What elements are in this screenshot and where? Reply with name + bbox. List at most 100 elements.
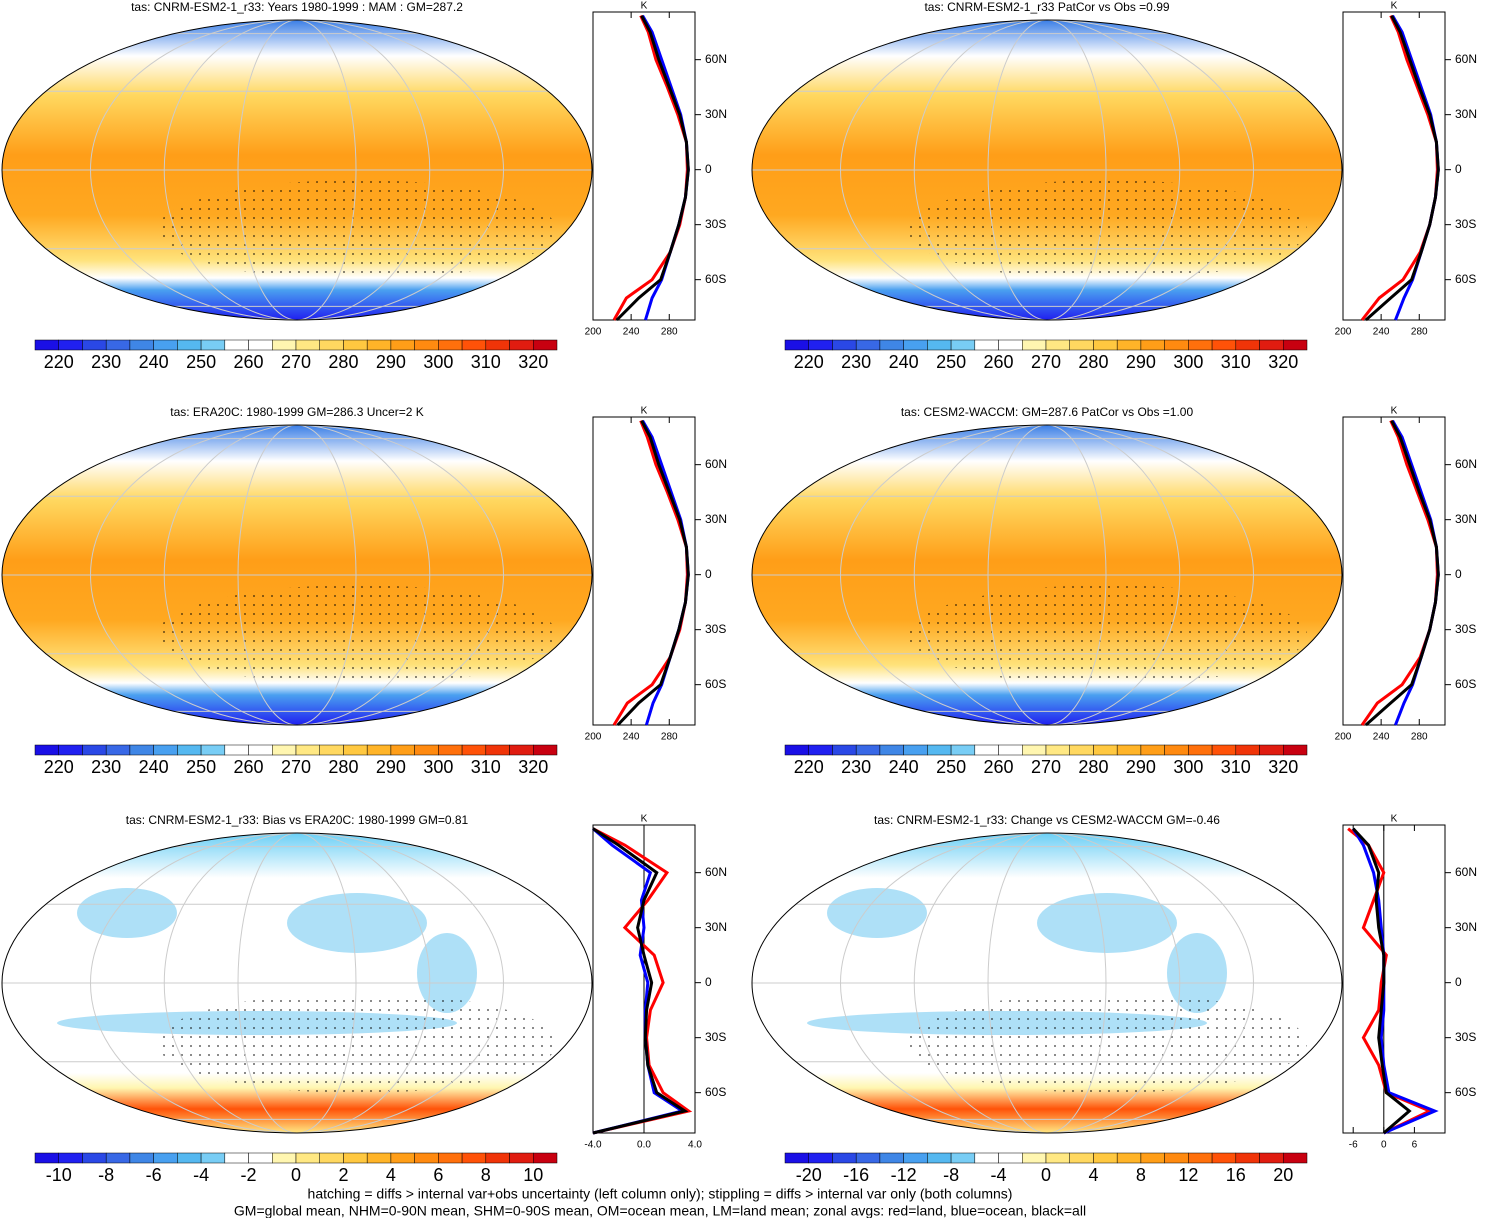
profile-line [1391, 419, 1440, 726]
colorbar-box [903, 339, 928, 351]
colorbar-box [1140, 1152, 1165, 1164]
colorbar-label: 310 [1221, 352, 1251, 372]
colorbar-box [200, 339, 226, 351]
y-tick-label: 60N [1455, 457, 1477, 471]
profile-line [1360, 15, 1439, 321]
x-tick-label: 280 [661, 732, 678, 743]
colorbar-label: 250 [186, 757, 216, 777]
colorbar-box [808, 339, 833, 351]
colorbar-box [414, 339, 439, 351]
colorbar-box [58, 1152, 83, 1164]
x-tick-label: 280 [1411, 732, 1428, 743]
panel-title: tas: CNRM-ESM2-1_r33 PatCor vs Obs =0.99 [924, 0, 1169, 14]
y-tick-label: 60N [705, 865, 727, 879]
y-tick-label: 60N [705, 457, 727, 471]
colorbar-label: 220 [794, 352, 824, 372]
profile-line [1352, 827, 1412, 1135]
x-tick-label: 6 [1412, 1140, 1418, 1151]
colorbar-box [129, 1152, 154, 1164]
colorbar-box [153, 744, 178, 756]
panel: tas: CNRM-ESM2-1_r33: Change vs CESM2-WA… [751, 813, 1477, 1185]
y-tick-label: 60S [705, 677, 726, 691]
y-tick-label: 30S [705, 1030, 726, 1044]
colorbar-label: 310 [471, 352, 501, 372]
colorbar-box [438, 1152, 463, 1164]
colorbar-box [248, 744, 273, 756]
y-tick-label: 30S [1455, 1030, 1476, 1044]
y-tick-label: 30N [1455, 920, 1477, 934]
colorbar-label: 300 [423, 352, 453, 372]
map-anomaly [287, 893, 427, 953]
y-tick-label: 30S [1455, 217, 1476, 231]
colorbar-label: 250 [936, 757, 966, 777]
colorbar-box [1069, 1152, 1094, 1164]
x-tick-label: 200 [585, 732, 602, 743]
x-tick-label: 200 [1335, 732, 1352, 743]
colorbar-box [129, 339, 154, 351]
profile-unit: K [641, 1, 648, 12]
colorbar-label: 280 [328, 352, 358, 372]
colorbar-box [414, 1152, 439, 1164]
panel-title: tas: ERA20C: 1980-1999 GM=286.3 Uncer=2 … [170, 405, 423, 419]
colorbar-box [82, 1152, 107, 1164]
profile-unit: K [1391, 814, 1398, 825]
y-tick-label: 30N [705, 107, 727, 121]
colorbar-label: 250 [936, 352, 966, 372]
colorbar-box [390, 339, 415, 351]
map-anomaly [827, 888, 927, 938]
colorbar-box [927, 1152, 952, 1164]
profile-frame [1342, 416, 1446, 726]
colorbar-label: 240 [139, 757, 169, 777]
colorbar-box [272, 744, 297, 756]
colorbar-label: 270 [1031, 352, 1061, 372]
colorbar-label: 270 [1031, 757, 1061, 777]
colorbar-label: 290 [376, 757, 406, 777]
map-outline [1, 19, 593, 321]
colorbar-box [414, 744, 439, 756]
y-tick-label: 30N [1455, 512, 1477, 526]
map-stipple [157, 993, 557, 1093]
colorbar-label: 240 [889, 352, 919, 372]
colorbar-box [34, 744, 59, 756]
colorbar-box [1116, 744, 1142, 756]
colorbar-box [903, 1152, 928, 1164]
profile-line [1364, 14, 1440, 322]
colorbar-box [1045, 339, 1070, 351]
colorbar-box [295, 744, 320, 756]
colorbar-box [533, 1152, 558, 1164]
y-tick-label: 30S [705, 622, 726, 636]
colorbar-label: -8 [98, 1165, 114, 1185]
colorbar-box [224, 339, 249, 351]
colorbar-label: 320 [1268, 352, 1298, 372]
x-tick-label: 280 [1411, 327, 1428, 338]
colorbar-box [1093, 1152, 1118, 1164]
y-tick-label: 30S [705, 217, 726, 231]
x-tick-label: 200 [585, 327, 602, 338]
colorbar-box [1069, 744, 1094, 756]
colorbar-box [319, 339, 344, 351]
colorbar-box [1022, 339, 1047, 351]
colorbar-box [533, 744, 558, 756]
colorbar-box [82, 744, 107, 756]
colorbar-label: 4 [1088, 1165, 1098, 1185]
colorbar-box [1116, 339, 1142, 351]
colorbar-box [319, 744, 344, 756]
colorbar-box [1235, 1152, 1260, 1164]
profile-line [612, 420, 689, 726]
colorbar-box [1283, 1152, 1308, 1164]
map-outline [751, 424, 1343, 726]
colorbar-label: 300 [423, 757, 453, 777]
colorbar-box [390, 744, 415, 756]
y-tick-label: 0 [1455, 567, 1462, 581]
colorbar-label: 220 [44, 352, 74, 372]
colorbar-box [105, 339, 131, 351]
colorbar-box [129, 744, 154, 756]
map-anomaly [1167, 933, 1227, 1013]
colorbar-label: 230 [841, 757, 871, 777]
x-tick-label: 4.0 [688, 1140, 702, 1151]
y-tick-label: 30S [1455, 622, 1476, 636]
panel: tas: CNRM-ESM2-1_r33: Years 1980-1999 : … [1, 0, 727, 372]
colorbar-label: 250 [186, 352, 216, 372]
colorbar-label: 220 [44, 757, 74, 777]
colorbar-box [1283, 744, 1308, 756]
